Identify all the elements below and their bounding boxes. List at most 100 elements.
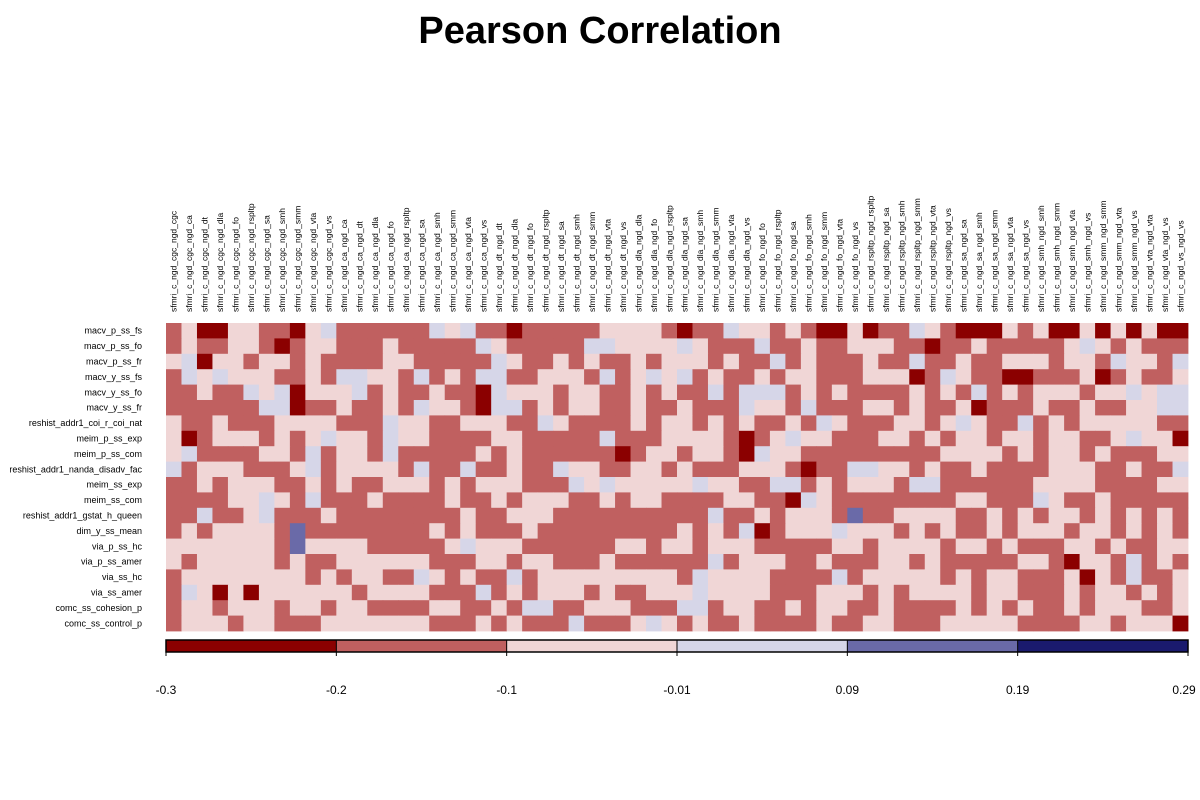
heatmap-cell — [305, 369, 322, 385]
heatmap-cell — [940, 384, 957, 401]
heatmap-cell — [553, 477, 569, 493]
heatmap-cell — [692, 384, 709, 401]
heatmap-cell — [553, 492, 569, 509]
heatmap-cell — [723, 400, 740, 416]
heatmap-cell — [444, 384, 461, 401]
heatmap-cell — [243, 446, 260, 462]
heatmap-cell — [258, 569, 275, 586]
heatmap-cell — [800, 584, 817, 601]
heatmap-cell — [181, 415, 198, 432]
heatmap-cell — [367, 446, 384, 462]
heatmap-cell — [661, 554, 678, 570]
heatmap-cell — [677, 338, 693, 355]
heatmap-cell — [1141, 400, 1158, 416]
heatmap-cell — [1126, 369, 1142, 385]
heatmap-cell — [630, 584, 647, 601]
heatmap-cell — [707, 461, 724, 478]
heatmap-cell — [522, 446, 539, 462]
heatmap-cell — [351, 369, 368, 385]
heatmap-cell — [1110, 600, 1127, 616]
heatmap-cell — [1002, 507, 1019, 524]
colorbar-segment — [506, 640, 678, 652]
heatmap-cell — [1017, 507, 1034, 524]
heatmap-cell — [553, 461, 569, 478]
heatmap-cell — [320, 507, 337, 524]
heatmap-cell — [1141, 415, 1158, 432]
heatmap-cell — [1002, 554, 1019, 570]
heatmap-cell — [1126, 446, 1142, 462]
heatmap-cell — [847, 430, 864, 447]
heatmap-cell — [738, 430, 755, 447]
heatmap-cell — [1126, 538, 1142, 555]
heatmap-cell — [677, 415, 693, 432]
heatmap-cell — [940, 338, 957, 355]
heatmap-cell — [1064, 477, 1080, 493]
heatmap-cell — [615, 323, 631, 339]
heatmap-cell — [847, 600, 864, 616]
heatmap-cell — [986, 384, 1003, 401]
heatmap-cell — [707, 353, 724, 370]
heatmap-cell — [1033, 569, 1050, 586]
heatmap-cell — [227, 600, 244, 616]
heatmap-cell — [320, 584, 337, 601]
heatmap-cell — [289, 369, 306, 385]
heatmap-cell — [1033, 353, 1050, 370]
heatmap-cell — [1157, 554, 1173, 570]
heatmap-cell — [615, 507, 631, 524]
heatmap-cell — [305, 507, 322, 524]
heatmap-cell — [1126, 461, 1142, 478]
heatmap-cell — [1048, 600, 1065, 616]
x-axis-label: sfmri_c_ngd_sa_ngd_vta — [1005, 217, 1015, 312]
heatmap-cell — [274, 492, 291, 509]
heatmap-cell — [460, 554, 477, 570]
heatmap-cell — [258, 477, 275, 493]
heatmap-cell — [1095, 477, 1111, 493]
heatmap-cell — [723, 584, 740, 601]
y-axis-label: meim_ss_com — [84, 495, 142, 505]
heatmap-cell — [166, 415, 182, 432]
heatmap-cell — [1002, 400, 1019, 416]
heatmap-cell — [1048, 523, 1065, 539]
heatmap-cell — [506, 430, 523, 447]
heatmap-cell — [971, 615, 988, 632]
heatmap-cell — [181, 323, 198, 339]
x-axis-label: sfmri_c_ngd_fo_ngd_fo — [757, 223, 767, 312]
heatmap-cell — [1079, 353, 1096, 370]
heatmap-cell — [166, 554, 182, 570]
heatmap-cell — [351, 384, 368, 401]
heatmap-cell — [568, 353, 585, 370]
heatmap-cell — [1126, 400, 1142, 416]
heatmap-cell — [227, 523, 244, 539]
heatmap-cell — [212, 369, 229, 385]
heatmap-cell — [243, 353, 260, 370]
heatmap-cell — [506, 584, 523, 601]
heatmap-cell — [1110, 415, 1127, 432]
heatmap-cell — [382, 400, 399, 416]
heatmap-cell — [1141, 615, 1158, 632]
heatmap-cell — [847, 554, 864, 570]
heatmap-cell — [398, 584, 415, 601]
heatmap-cell — [1095, 353, 1111, 370]
heatmap-cell — [1048, 400, 1065, 416]
heatmap-cell — [1110, 400, 1127, 416]
heatmap-cell — [893, 400, 910, 416]
heatmap-cell — [955, 338, 972, 355]
heatmap-cell — [367, 492, 384, 509]
heatmap-cell — [924, 615, 941, 632]
heatmap-cell — [986, 461, 1003, 478]
heatmap-cell — [769, 446, 786, 462]
heatmap-cell — [351, 584, 368, 601]
heatmap-cell — [986, 353, 1003, 370]
heatmap-cell — [955, 538, 972, 555]
heatmap-cell — [398, 477, 415, 493]
heatmap-cell — [1064, 492, 1080, 509]
heatmap-cell — [599, 600, 616, 616]
heatmap-cell — [227, 353, 244, 370]
heatmap-cell — [769, 400, 786, 416]
heatmap-cell — [646, 430, 662, 447]
heatmap-cell — [429, 338, 446, 355]
heatmap-cell — [382, 353, 399, 370]
heatmap-cell — [506, 569, 523, 586]
heatmap-cell — [460, 400, 477, 416]
heatmap-cell — [1017, 369, 1034, 385]
